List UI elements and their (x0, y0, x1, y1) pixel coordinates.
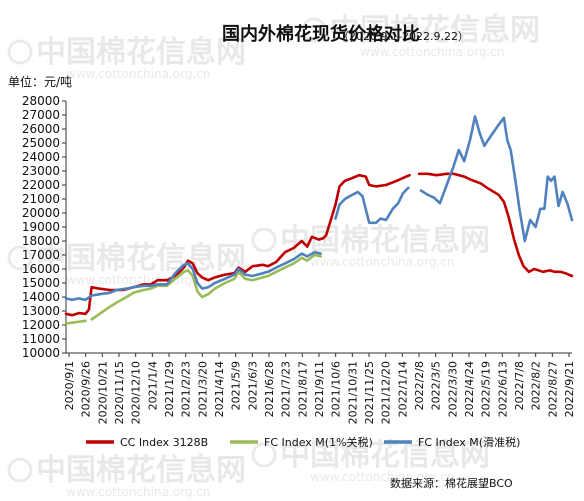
y-tick-label: 10000 (22, 346, 60, 360)
x-tick-label: 2021/7/23 (280, 361, 293, 417)
y-tick-label: 13000 (22, 304, 60, 318)
unit-label: 单位：元/吨 (8, 74, 72, 89)
y-tick-label: 17000 (22, 248, 60, 262)
watermark-text: 中国棉花信息网 (36, 35, 246, 70)
watermark-url: www.cottonchina.org.cn (310, 255, 454, 269)
watermark-url: www.cottonchina.org.cn (310, 470, 454, 484)
legend-item-2: FC Index M(1%关税) (230, 435, 373, 449)
x-tick-label: 2022/1/14 (396, 361, 409, 417)
x-tick-label: 2021/8/17 (296, 361, 309, 417)
legend-label: FC Index M(1%关税) (264, 435, 373, 449)
watermark-url: www.cottonchina.org.cn (66, 67, 210, 81)
watermark-text: 中国棉花信息网 (36, 453, 246, 488)
x-tick-label: 2020/10/21 (96, 361, 109, 424)
y-tick-label: 18000 (22, 234, 60, 248)
y-tick-label: 15000 (22, 276, 60, 290)
x-tick-label: 2022/4/24 (463, 361, 476, 417)
x-tick-label: 2021/10/6 (330, 361, 343, 417)
x-tick-label: 2021/1/29 (163, 361, 176, 417)
x-tick-label: 2022/3/30 (446, 361, 459, 417)
watermark-logo-icon (7, 39, 33, 65)
x-tick-label: 2020/11/15 (113, 361, 126, 424)
chart-title: 国内外棉花现货价格对比 (222, 23, 420, 45)
x-tick-label: 2021/1/4 (146, 361, 159, 410)
y-tick-label: 22000 (22, 178, 60, 192)
series-line-3 (64, 115, 574, 302)
x-tick-label: 2021/9/11 (313, 361, 326, 417)
y-tick-label: 11000 (22, 332, 60, 346)
series-line-2 (64, 253, 322, 325)
watermark-logo-icon (251, 227, 277, 253)
x-tick-label: 2022/5/19 (480, 361, 493, 417)
source-note: 数据来源：棉花展望BCO (390, 476, 513, 490)
x-tick-label: 2022/3/5 (430, 361, 443, 410)
x-tick-label: 2020/9/26 (80, 361, 93, 417)
y-tick-label: 24000 (22, 150, 60, 164)
x-tick-label: 2021/5/9 (230, 361, 243, 410)
legend-label: FC Index M(滑准税) (418, 435, 520, 449)
x-tick-label: 2022/2/8 (413, 361, 426, 410)
x-tick-label: 2021/2/23 (180, 361, 193, 417)
y-tick-label: 28000 (22, 94, 60, 108)
y-tick-label: 25000 (22, 136, 60, 150)
y-axis: 1000011000120001300014000150001600017000… (22, 94, 67, 360)
y-tick-label: 14000 (22, 290, 60, 304)
y-tick-label: 21000 (22, 192, 60, 206)
legend-item-1: CC Index 3128B (86, 436, 208, 449)
plot-area (64, 115, 574, 325)
x-axis: 2020/9/1 2020/9/26 2020/10/21 2020/11/15 202… (63, 352, 576, 424)
x-tick-label: 2022/9/21 (563, 361, 576, 417)
x-tick-label: 2022/6/13 (496, 361, 509, 417)
watermark-url: www.cottonchina.org.cn (360, 45, 504, 59)
y-tick-label: 16000 (22, 262, 60, 276)
watermark-logo-icon (7, 457, 33, 483)
x-tick-label: 2020/9/1 (63, 361, 76, 410)
x-tick-label: 2020/12/10 (130, 361, 143, 424)
watermark-logo-icon (301, 17, 327, 43)
x-tick-label: 2022/8/2 (530, 361, 543, 410)
legend-item-3: FC Index M(滑准税) (384, 435, 520, 449)
chart-subtitle: （2020.9.1-2022.9.22） (338, 30, 469, 43)
watermark-logo-icon (251, 442, 277, 468)
watermark-logo-icon (7, 245, 33, 271)
y-tick-label: 26000 (22, 122, 60, 136)
watermark-text: 中国棉花信息网 (280, 438, 490, 473)
y-tick-label: 27000 (22, 108, 60, 122)
x-tick-label: 2021/12/20 (380, 361, 393, 424)
x-tick-label: 2022/7/8 (513, 361, 526, 410)
legend: CC Index 3128B FC Index M(1%关税) FC Index M… (86, 435, 520, 449)
y-tick-label: 23000 (22, 164, 60, 178)
legend-label: CC Index 3128B (120, 436, 208, 449)
x-tick-label: 2021/3/20 (196, 361, 209, 417)
x-tick-label: 2021/10/31 (346, 361, 359, 424)
y-tick-label: 12000 (22, 318, 60, 332)
watermark-url: www.cottonchina.org.cn (66, 485, 210, 499)
x-tick-label: 2021/11/25 (363, 361, 376, 424)
watermark-text: 中国棉花信息网 (36, 241, 246, 276)
x-tick-label: 2021/6/28 (263, 361, 276, 417)
watermark-text: 中国棉花信息网 (330, 13, 540, 48)
y-tick-label: 20000 (22, 206, 60, 220)
watermark-layer: 中国棉花信息网www.cottonchina.org.cn中国棉花信息网www.… (7, 13, 540, 499)
x-tick-label: 2021/4/14 (213, 361, 226, 417)
y-tick-label: 19000 (22, 220, 60, 234)
x-tick-label: 2022/8/27 (546, 361, 559, 417)
x-tick-label: 2021/6/3 (246, 361, 259, 410)
